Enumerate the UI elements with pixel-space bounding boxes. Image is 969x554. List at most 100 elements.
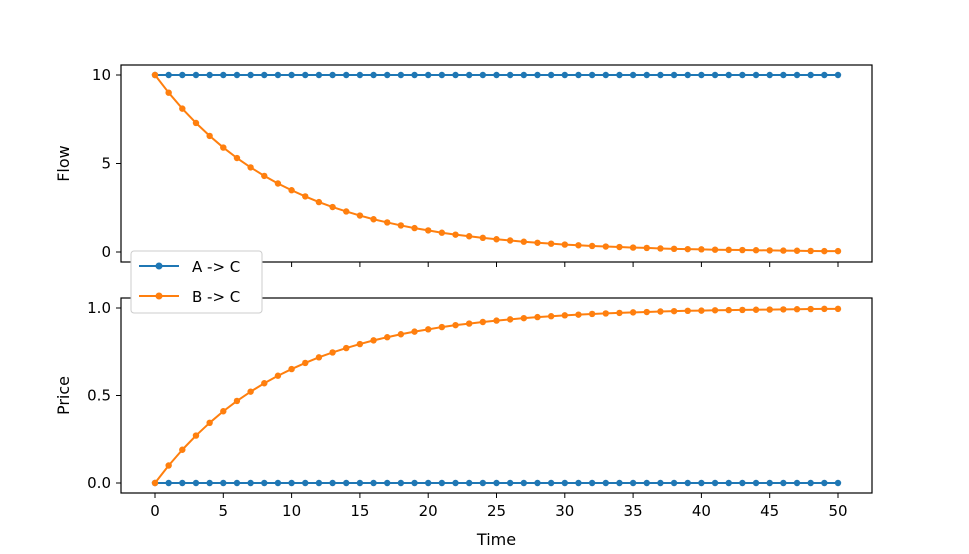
data-point (274, 372, 282, 379)
data-point (384, 71, 391, 79)
data-point (834, 479, 842, 487)
data-point (274, 71, 282, 79)
data-point (698, 479, 705, 487)
data-point (588, 71, 596, 79)
data-point (588, 242, 596, 250)
data-point (302, 193, 309, 200)
data-point (247, 71, 254, 79)
data-point (192, 432, 200, 439)
x-tick-label: 50 (828, 502, 847, 520)
data-point (384, 479, 391, 487)
data-point (220, 144, 227, 151)
data-point (506, 479, 514, 487)
data-point (233, 397, 241, 405)
data-point (192, 71, 200, 79)
data-point (151, 479, 159, 487)
data-point (561, 71, 568, 79)
data-point (766, 71, 773, 79)
data-point (643, 244, 650, 252)
data-point (780, 306, 787, 313)
data-point (438, 229, 446, 236)
data-point (438, 323, 446, 331)
data-point (302, 359, 309, 367)
data-point (343, 71, 350, 79)
data-point (261, 380, 268, 387)
data-point (493, 236, 500, 243)
data-point (807, 479, 814, 487)
data-point (534, 239, 541, 246)
data-point (397, 222, 405, 229)
data-point (616, 309, 623, 317)
data-point (711, 246, 719, 253)
x-tick-label: 40 (692, 502, 711, 520)
data-point (343, 344, 350, 352)
data-point (315, 198, 323, 206)
data-point (629, 71, 637, 79)
x-tick-label: 15 (350, 502, 369, 520)
data-point (425, 479, 432, 487)
data-point (670, 479, 678, 487)
data-point (220, 479, 227, 487)
data-point (657, 71, 664, 79)
data-point (288, 71, 295, 79)
legend-label-a-c: A -> C (192, 258, 240, 276)
data-point (233, 154, 241, 162)
data-point (288, 479, 295, 487)
data-point (452, 71, 459, 79)
x-axis-title: Time (476, 530, 516, 549)
data-point (479, 71, 487, 79)
data-point (602, 243, 609, 250)
data-point (493, 71, 500, 79)
series-a-c (151, 71, 842, 79)
data-point (247, 479, 254, 487)
data-point (384, 334, 391, 341)
data-point (616, 71, 623, 79)
data-point (670, 71, 678, 79)
data-point (534, 479, 541, 487)
data-point (684, 307, 691, 314)
data-point (739, 479, 746, 487)
data-point (397, 71, 405, 79)
data-point (465, 71, 473, 79)
data-point (465, 233, 473, 240)
data-point (752, 247, 760, 254)
data-point (261, 71, 268, 79)
data-point (220, 408, 227, 415)
axes-frame (120, 297, 873, 494)
flow-panel: 0 5 10 Flow (54, 64, 873, 267)
data-point (465, 479, 473, 487)
data-point (438, 71, 446, 79)
series-line (154, 74, 838, 253)
data-point (534, 313, 541, 321)
data-point (807, 305, 814, 313)
data-point (233, 479, 241, 487)
data-point (752, 479, 760, 487)
data-point (343, 479, 350, 487)
data-point (247, 388, 254, 395)
data-point (151, 71, 159, 79)
y-axis-title: Flow (54, 145, 73, 182)
data-point (602, 71, 609, 79)
data-point (793, 247, 801, 254)
data-point (588, 479, 596, 487)
y-tick-label: 0.5 (87, 387, 111, 405)
data-point (547, 240, 555, 247)
data-point (657, 308, 664, 315)
price-panel: 0 5 10 15 20 25 30 35 40 45 50 0.0 0.5 1.0 Price Time (54, 297, 873, 549)
data-point (793, 306, 801, 313)
data-point (397, 331, 405, 338)
data-point (684, 245, 691, 253)
data-point (411, 224, 418, 232)
data-point (670, 245, 678, 253)
data-point (766, 306, 773, 313)
data-point (629, 244, 637, 251)
series-b-c (151, 305, 842, 487)
data-point (834, 305, 842, 313)
data-point (739, 246, 746, 254)
data-point (411, 71, 418, 79)
data-point (684, 479, 691, 487)
data-point (506, 237, 514, 244)
data-point (425, 326, 432, 333)
data-point (274, 479, 282, 487)
